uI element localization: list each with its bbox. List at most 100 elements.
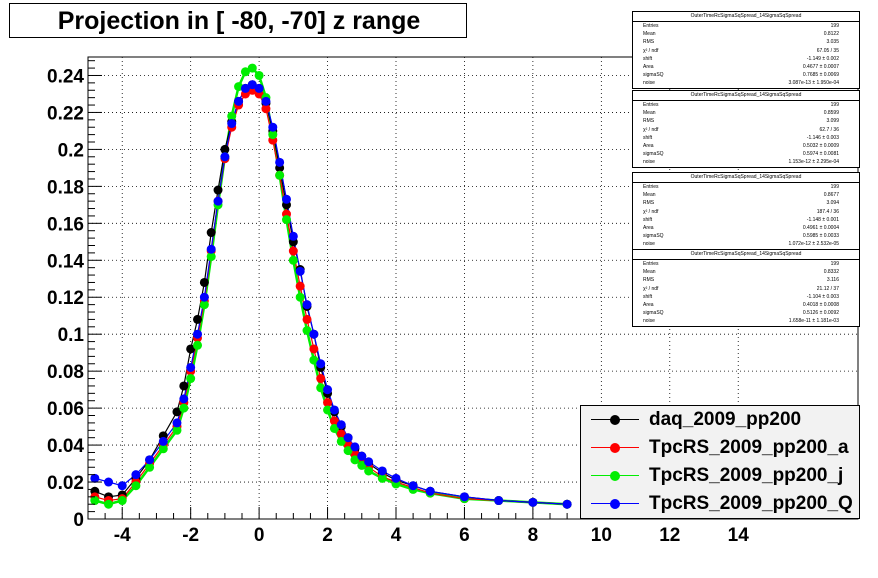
data-point [240, 83, 250, 93]
data-point [323, 385, 333, 395]
data-point [131, 481, 141, 491]
data-point [377, 473, 387, 483]
data-point [172, 407, 182, 417]
stats-key: noise [643, 318, 655, 325]
stats-value: 0.5985 ± 0.0033 [802, 233, 839, 240]
stats-value: 1.153e-12 ± 2.295e-04 [788, 159, 839, 166]
data-point [275, 170, 285, 180]
stats-box: OuterTimeRcSigmaSqSpread_14SigmaSqSpread… [632, 172, 860, 250]
data-point [220, 144, 230, 154]
stats-key: χ² / ndf [643, 126, 659, 133]
data-point [145, 462, 155, 472]
stats-title: OuterTimeRcSigmaSqSpread_14SigmaSqSpread [633, 173, 859, 183]
data-point [213, 185, 223, 195]
legend-marker [610, 499, 620, 509]
data-point [193, 314, 203, 324]
data-point [90, 473, 100, 483]
x-tick-label: 12 [659, 525, 680, 546]
data-point [309, 355, 319, 365]
data-point [179, 403, 189, 413]
data-point [309, 329, 319, 339]
stats-row: noise 1.153e-12 ± 2.295e-04 [633, 158, 859, 166]
data-point [302, 314, 312, 324]
stats-box: OuterTimeRcSigmaSqSpread_14SigmaSqSpread… [632, 90, 860, 168]
data-point [206, 228, 216, 238]
stats-row: χ² / ndf 21.12 / 37 [633, 285, 859, 293]
y-tick-label: 0.16 [47, 214, 84, 235]
legend-label: TpcRS_2009_pp200_j [649, 465, 844, 486]
data-point [199, 277, 209, 287]
stats-row: sigmaSQ 0.7685 ± 0.0069 [633, 71, 859, 79]
stats-row: sigmaSQ 0.5126 ± 0.0092 [633, 309, 859, 317]
stats-row: Mean 0.8122 [633, 30, 859, 38]
stats-value: 62.7 / 36 [819, 126, 839, 133]
y-tick-label: 0.08 [47, 362, 84, 383]
stats-key: Mean [643, 192, 656, 199]
stats-key: noise [643, 159, 655, 166]
legend-entry-daq: daq_2009_pp200 [581, 406, 861, 434]
stats-key: shift [643, 216, 653, 223]
stats-row: Entries 199 [633, 22, 859, 30]
legend-entry-a: TpcRS_2009_pp200_a [581, 434, 861, 462]
data-point [104, 499, 114, 509]
data-point [234, 82, 244, 92]
data-point [206, 244, 216, 254]
legend-entry-q: TpcRS_2009_pp200_Q [581, 490, 861, 518]
stats-row: noise 3.087e-13 ± 1.950e-04 [633, 79, 859, 87]
stats-value: 199 [830, 23, 839, 29]
data-point [247, 63, 257, 73]
chart-title: Projection in [ -80, -70] z range [57, 7, 421, 35]
legend-label: daq_2009_pp200 [649, 409, 802, 430]
stats-value: 0.4018 ± 0.0008 [802, 301, 839, 308]
data-point [357, 451, 367, 461]
data-point [179, 394, 189, 404]
stats-row: Area 0.4677 ± 0.0007 [633, 63, 859, 71]
y-tick-label: 0 [73, 510, 84, 531]
data-point [295, 292, 305, 302]
data-point [247, 80, 257, 90]
stats-key: Area [643, 224, 654, 231]
x-tick-label: 2 [322, 525, 333, 546]
data-point [268, 130, 278, 140]
data-point [158, 444, 168, 454]
stats-row: Area 0.4961 ± 0.0004 [633, 224, 859, 232]
stats-row: sigmaSQ 0.5985 ± 0.0033 [633, 232, 859, 240]
stats-key: sigmaSQ [643, 151, 664, 158]
stats-value: 21.12 / 37 [816, 285, 839, 292]
data-point [275, 157, 285, 167]
data-point [288, 255, 298, 265]
data-point [316, 359, 326, 369]
data-point [364, 466, 374, 476]
stats-key: sigmaSQ [643, 233, 664, 240]
stats-row: χ² / ndf 187.4 / 36 [633, 208, 859, 216]
stats-row: shift -1.146 ± 0.003 [633, 134, 859, 142]
data-point [336, 420, 346, 430]
stats-value: 199 [830, 102, 839, 108]
data-point [316, 374, 326, 384]
data-point [193, 329, 203, 339]
data-point [227, 119, 237, 129]
legend-marker [610, 443, 620, 453]
stats-value: 187.4 / 36 [816, 208, 839, 215]
stats-key: shift [643, 293, 653, 300]
y-tick-label: 0.22 [47, 103, 84, 124]
x-tick-label: 4 [391, 525, 402, 546]
stats-value: 199 [830, 184, 839, 190]
data-point [145, 455, 155, 465]
stats-key: RMS [643, 39, 655, 46]
data-point [199, 300, 209, 310]
stats-row: Mean 0.8677 [633, 191, 859, 199]
data-point [302, 300, 312, 310]
legend-marker [610, 415, 620, 425]
stats-key: Area [643, 301, 654, 308]
stats-key: Mean [643, 31, 656, 38]
stats-row: noise 1.658e-11 ± 1.181e-03 [633, 317, 859, 325]
stats-key: noise [643, 80, 655, 87]
stats-value: -1.146 ± 0.003 [806, 134, 839, 141]
axes: -4 -2 0 2 4 6 8 10 12 14 0 0.02 0.04 0.06 0.08 0.1 0.12 0… [47, 60, 842, 546]
stats-key: shift [643, 55, 653, 62]
x-tick-label: -2 [182, 525, 199, 546]
legend: daq_2009_pp200 TpcRS_2009_pp200_a TpcRS_… [580, 405, 860, 519]
data-point [295, 281, 305, 291]
